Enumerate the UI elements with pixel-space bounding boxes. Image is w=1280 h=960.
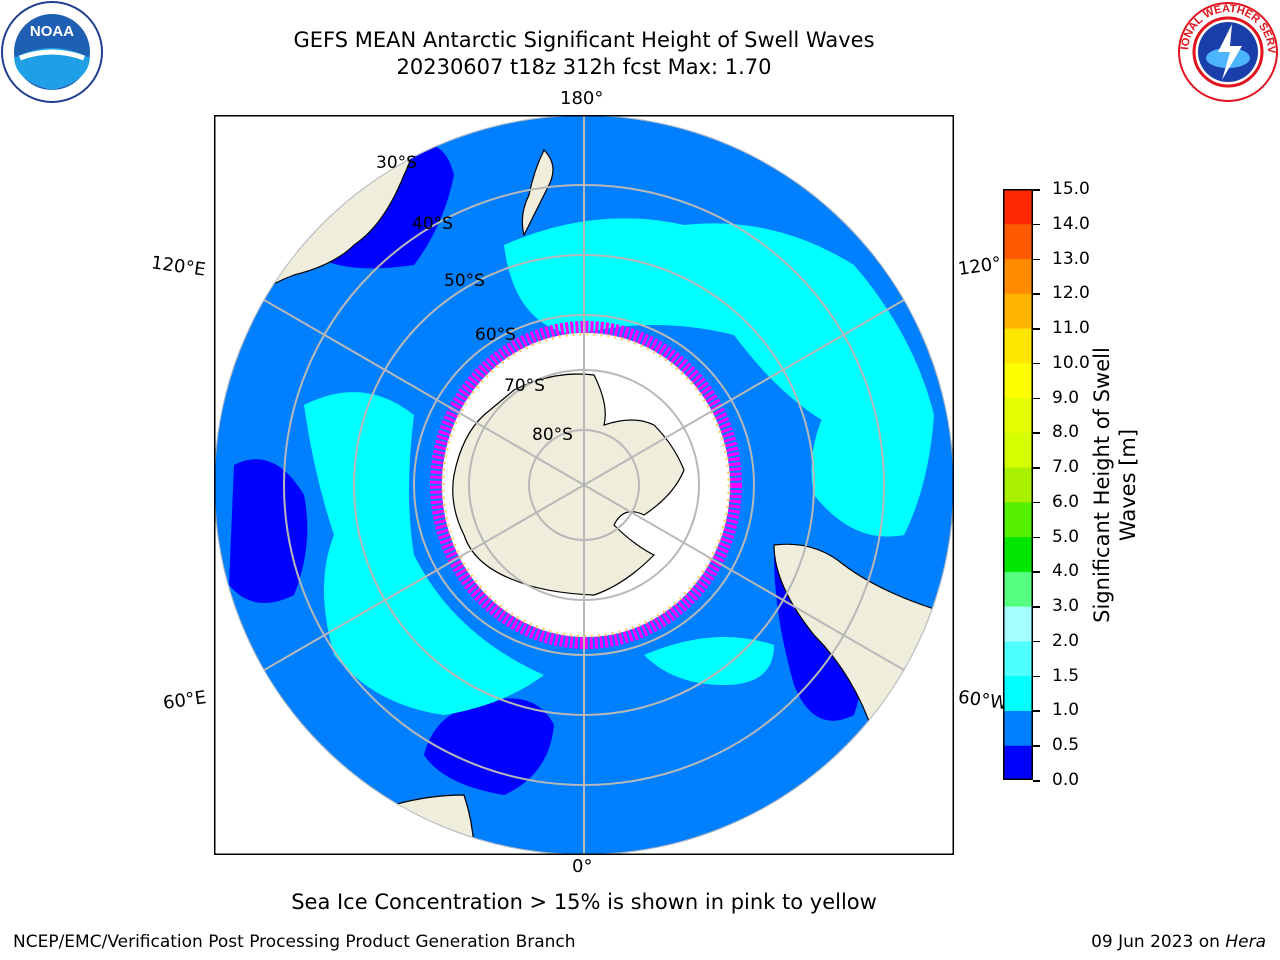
colorbar-tick-mark: [1033, 467, 1040, 469]
colorbar-label: Significant Height of Swell Waves [m]: [1090, 347, 1140, 623]
colorbar-segment: [1003, 710, 1033, 746]
colorbar-tick-mark: [1033, 432, 1040, 434]
colorbar-segment: [1003, 640, 1033, 677]
colorbar-segment: [1003, 258, 1033, 294]
colorbar-tick-label: 11.0: [1052, 318, 1090, 339]
colorbar-segment: [1003, 189, 1033, 225]
longitude-grid: [214, 115, 954, 855]
chart-title: GEFS MEAN Antarctic Significant Height o…: [293, 28, 875, 52]
footer-host: Hera: [1225, 932, 1266, 952]
colorbar-tick-mark: [1033, 223, 1040, 226]
colorbar-segment: [1003, 467, 1033, 503]
colorbar-tick-label: 0.5: [1052, 735, 1080, 756]
colorbar-segment: [1003, 606, 1033, 642]
colorbar-tick-mark: [1033, 328, 1040, 330]
colorbar-tick-mark: [1033, 397, 1040, 400]
colorbar-tick-label: 9.0: [1052, 387, 1080, 408]
colorbar-segment: [1003, 745, 1033, 780]
colorbar-tick-mark: [1033, 675, 1040, 678]
colorbar-tick-mark: [1033, 606, 1040, 608]
colorbar-tick-label: 8.0: [1052, 422, 1080, 443]
colorbar-tick-mark: [1033, 536, 1040, 539]
colorbar-segment: [1003, 571, 1033, 607]
lon-label-120w: 120°: [956, 253, 1003, 280]
colorbar-tick-mark: [1033, 293, 1040, 295]
new-zealand-land: [521, 148, 554, 237]
colorbar-tick-mark: [1033, 745, 1040, 747]
lat-label-60: 60°S: [475, 325, 516, 345]
colorbar-tick-label: 4.0: [1052, 561, 1080, 582]
lon-label-0: 0°: [572, 856, 593, 877]
colorbar-segment: [1003, 223, 1033, 260]
noaa-logo-icon: NOAA: [1, 1, 103, 103]
colorbar-tick-label: 14.0: [1052, 213, 1090, 234]
colorbar-segment: [1003, 432, 1033, 468]
footer-date: 09 Jun 2023 on Hera: [1091, 932, 1266, 952]
lat-label-70: 70°S: [504, 376, 545, 396]
colorbar-tick-label: 7.0: [1052, 457, 1080, 478]
lon-label-60e: 60°E: [161, 687, 208, 714]
map-frame: [214, 115, 954, 855]
footer-branch: NCEP/EMC/Verification Post Processing Pr…: [13, 932, 576, 952]
lat-label-50: 50°S: [444, 271, 485, 291]
colorbar-tick-label: 5.0: [1052, 526, 1080, 547]
sea-ice-note: Sea Ice Concentration > 15% is shown in …: [291, 890, 877, 914]
colorbar-tick-mark: [1033, 571, 1040, 573]
lon-label-180: 180°: [560, 88, 604, 109]
colorbar-segment: [1003, 328, 1033, 364]
colorbar-tick-mark: [1033, 189, 1040, 191]
colorbar-tick-mark: [1033, 501, 1040, 504]
nws-logo-icon: NATIONAL WEATHER SERVICE: [1176, 0, 1278, 102]
lat-label-80: 80°S: [532, 425, 573, 445]
lat-label-30: 30°S: [376, 153, 417, 173]
lon-label-60w: 60°W: [956, 686, 1009, 715]
colorbar-segment: [1003, 536, 1033, 572]
colorbar-tick-label: 1.5: [1052, 665, 1080, 686]
colorbar-segment: [1003, 362, 1033, 399]
colorbar-tick-label: 13.0: [1052, 248, 1090, 269]
colorbar-tick-mark: [1033, 710, 1040, 712]
colorbar-segment: [1003, 675, 1033, 711]
colorbar-segment: [1003, 501, 1033, 538]
lon-label-120e: 120°E: [149, 252, 207, 281]
colorbar-tick-label: 12.0: [1052, 283, 1090, 304]
polar-map: 30°S 40°S 50°S 60°S 70°S 80°S: [214, 115, 954, 855]
colorbar-tick-label: 1.0: [1052, 700, 1080, 721]
colorbar-tick-label: 10.0: [1052, 352, 1090, 373]
colorbar-tick-mark: [1033, 780, 1040, 782]
colorbar-segment: [1003, 397, 1033, 433]
lat-label-40: 40°S: [412, 214, 453, 234]
colorbar-tick-label: 6.0: [1052, 491, 1080, 512]
chart-subtitle: 20230607 t18z 312h fcst Max: 1.70: [396, 55, 772, 79]
colorbar-tick-mark: [1033, 362, 1040, 365]
colorbar-tick-label: 0.0: [1052, 770, 1080, 790]
colorbar-tick-label: 2.0: [1052, 630, 1080, 651]
colorbar-tick-label: 15.0: [1052, 179, 1090, 199]
antarctica-land: [452, 373, 685, 596]
colorbar-tick-mark: [1033, 258, 1040, 261]
svg-text:NOAA: NOAA: [30, 23, 74, 40]
colorbar-segment: [1003, 293, 1033, 329]
colorbar-tick-label: 3.0: [1052, 596, 1080, 617]
colorbar: [1003, 189, 1033, 780]
colorbar-tick-mark: [1033, 640, 1040, 643]
